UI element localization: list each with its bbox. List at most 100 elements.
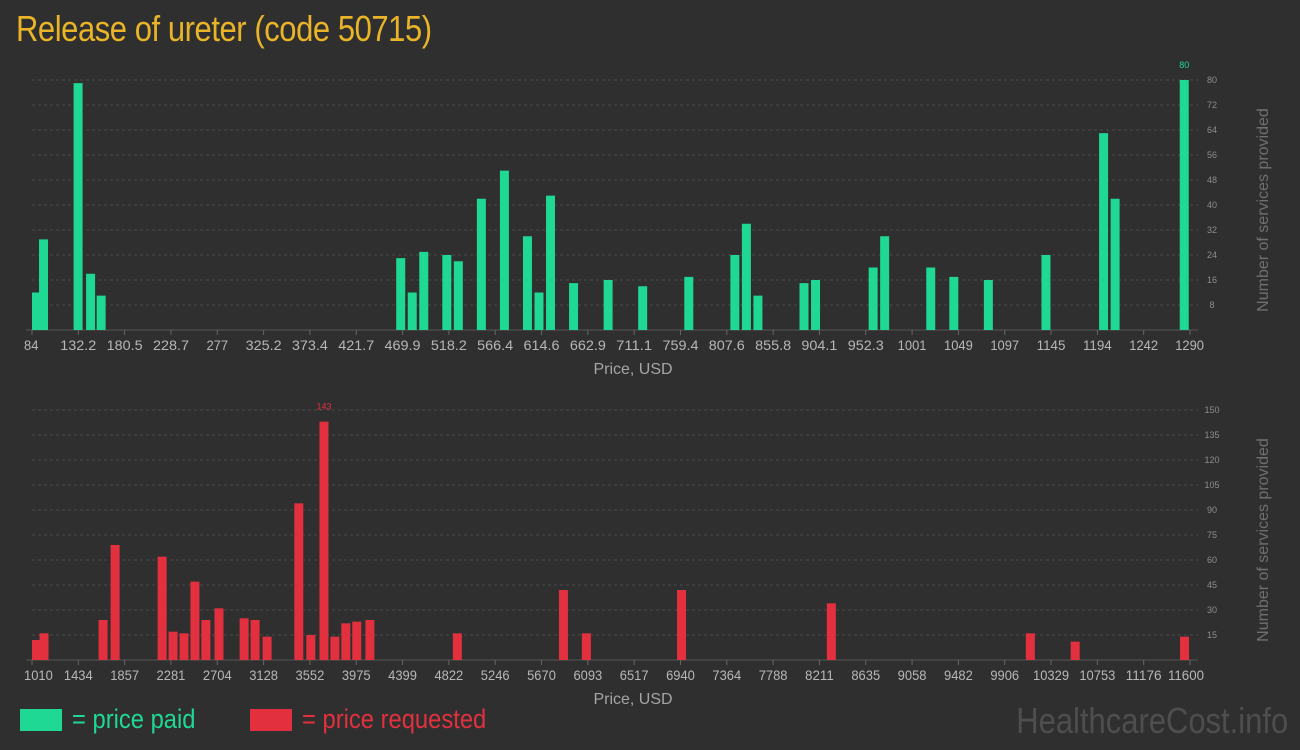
- y-tick-label: 80: [1207, 75, 1217, 85]
- x-tick-label: 9906: [990, 667, 1019, 683]
- bar: [741, 223, 751, 330]
- y-tick-label: 15: [1207, 630, 1217, 640]
- x-tick-label: 904.1: [801, 337, 837, 353]
- y-tick-label: 75: [1207, 530, 1217, 540]
- x-tick-label: 759.4: [662, 337, 698, 353]
- x-tick-label: 1290: [1175, 337, 1204, 353]
- x-tick-label: 325.2: [246, 337, 282, 353]
- x-tick-label: 711.1: [616, 337, 652, 353]
- legend-paid: = price paid: [20, 704, 212, 735]
- x-tick-label: 1049: [944, 337, 973, 353]
- bar: [32, 640, 41, 660]
- x-tick-label: 373.4: [292, 337, 328, 353]
- x-tick-label: 855.8: [755, 337, 791, 353]
- bar: [677, 590, 687, 660]
- x-tick-label: 9058: [898, 667, 927, 683]
- y-tick-label: 24: [1207, 250, 1217, 260]
- x-tick-label: 1242: [1129, 337, 1158, 353]
- bar: [39, 239, 49, 330]
- x-tick-label: 7788: [759, 667, 788, 683]
- x-tick-label: 10753: [1079, 667, 1115, 683]
- bar: [39, 633, 49, 660]
- x-tick-label: 3552: [296, 667, 325, 683]
- bar: [1180, 636, 1190, 660]
- y-axis-title: Number of services provided: [1255, 108, 1272, 312]
- x-tick-label: 518.2: [431, 337, 467, 353]
- legend-paid-swatch: [20, 708, 62, 731]
- max-value-label: 80: [1179, 60, 1189, 70]
- bar: [86, 273, 96, 330]
- bar: [214, 608, 224, 660]
- x-tick-label: 2281: [157, 667, 186, 683]
- x-tick-label: 469.9: [385, 337, 421, 353]
- bar: [581, 633, 591, 660]
- bar: [306, 635, 316, 660]
- x-axis-title: Price, USD: [593, 361, 672, 378]
- x-tick-label: 1097: [990, 337, 1019, 353]
- bar: [1025, 633, 1035, 660]
- bar: [396, 258, 406, 330]
- bar: [1041, 255, 1051, 330]
- bar: [407, 292, 417, 330]
- x-tick-label: 421.7: [338, 337, 374, 353]
- x-tick-label: 4822: [434, 667, 463, 683]
- x-tick-label: 1145: [1037, 337, 1066, 353]
- bar: [32, 292, 41, 330]
- max-value-label: 143: [316, 402, 331, 412]
- bar: [262, 636, 272, 660]
- y-tick-label: 64: [1207, 125, 1217, 135]
- bar: [168, 631, 178, 660]
- legend-requested: = price requested: [250, 704, 511, 735]
- bar: [110, 545, 120, 660]
- y-tick-label: 32: [1207, 225, 1217, 235]
- y-tick-label: 60: [1207, 555, 1217, 565]
- bar: [983, 280, 993, 330]
- x-tick-label: 11176: [1126, 667, 1162, 683]
- bar: [684, 276, 694, 330]
- x-tick-label: 180.5: [107, 337, 143, 353]
- y-tick-label: 30: [1207, 605, 1217, 615]
- y-tick-label: 48: [1207, 175, 1217, 185]
- bar: [638, 286, 648, 330]
- x-tick-label: 5246: [481, 667, 510, 683]
- bar: [1179, 80, 1189, 330]
- x-tick-label: 4399: [388, 667, 417, 683]
- y-tick-label: 45: [1207, 580, 1217, 590]
- bar: [1070, 641, 1080, 660]
- x-tick-label: 7364: [712, 667, 741, 683]
- watermark[interactable]: HealthcareCost.info: [1016, 700, 1288, 741]
- y-tick-label: 105: [1204, 480, 1219, 490]
- x-tick-label: 6093: [573, 667, 602, 683]
- x-tick-label: 228.7: [153, 337, 189, 353]
- bar: [926, 267, 936, 330]
- bar: [753, 295, 763, 330]
- bar: [522, 236, 532, 330]
- bar: [96, 295, 106, 330]
- y-tick-label: 16: [1207, 275, 1217, 285]
- legend-paid-label: = price paid: [72, 704, 196, 734]
- x-axis-title: Price, USD: [593, 691, 672, 708]
- x-tick-label: 9482: [944, 667, 973, 683]
- y-tick-label: 135: [1204, 430, 1219, 440]
- bar: [949, 276, 959, 330]
- bar: [880, 236, 890, 330]
- x-tick-label: 8635: [851, 667, 880, 683]
- bar: [239, 618, 249, 660]
- x-tick-label: 1001: [898, 337, 927, 353]
- x-tick-label: 6517: [620, 667, 649, 683]
- bar: [250, 620, 260, 660]
- bar: [1110, 198, 1120, 330]
- bar: [98, 620, 108, 660]
- x-tick-label: 277: [206, 337, 228, 353]
- bar: [603, 280, 613, 330]
- bar: [811, 280, 821, 330]
- x-tick-label: 8211: [805, 667, 834, 683]
- bar: [476, 198, 486, 330]
- bar: [330, 636, 340, 660]
- x-tick-label: 11600: [1168, 667, 1204, 683]
- y-tick-label: 8: [1209, 300, 1214, 310]
- x-tick-label: 952.3: [848, 337, 884, 353]
- x-tick-label: 807.6: [709, 337, 745, 353]
- bar: [442, 255, 452, 330]
- bar: [799, 283, 809, 330]
